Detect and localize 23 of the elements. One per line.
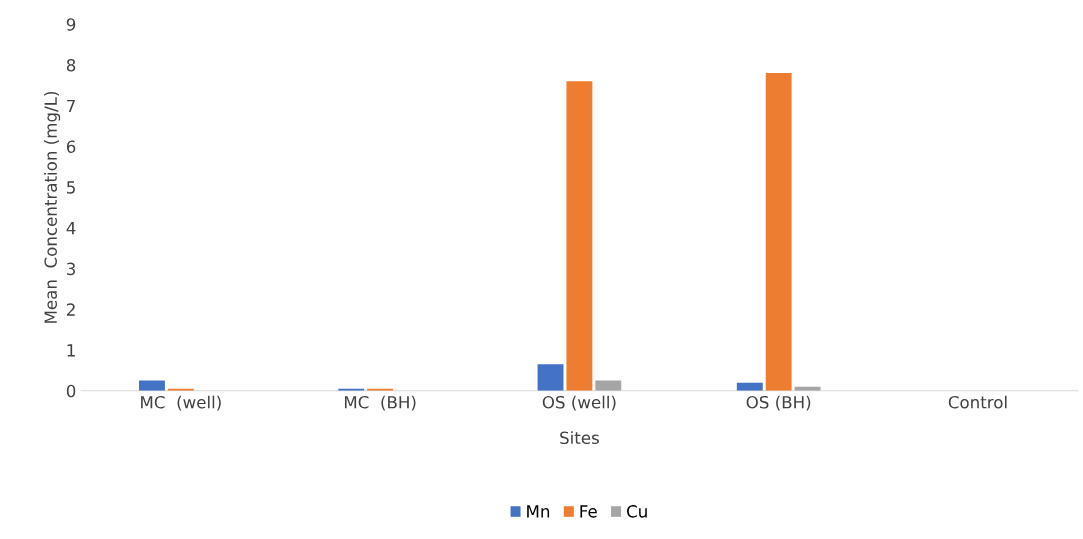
bar xyxy=(765,73,792,391)
y-tick-label: 2 xyxy=(66,303,75,316)
legend-label: Fe xyxy=(580,505,597,518)
y-tick-label: 5 xyxy=(67,181,75,194)
x-tick-label: MC (BH) xyxy=(344,395,416,411)
x-tick-label: OS (well) xyxy=(542,395,616,411)
x-tick-label: MC (well) xyxy=(141,395,221,411)
legend-label: Cu xyxy=(627,505,647,518)
x-tick-label: Control xyxy=(948,395,1007,409)
y-tick-label: 3 xyxy=(67,262,76,276)
bar xyxy=(537,364,564,391)
y-tick-label: 9 xyxy=(66,18,76,31)
x-axis-title: Sites xyxy=(560,431,599,445)
y-tick-label: 4 xyxy=(66,222,76,235)
bar xyxy=(566,81,593,391)
legend-label: Mn xyxy=(527,505,550,518)
x-tick-label: OS (BH) xyxy=(746,395,811,411)
y-tick-label: 6 xyxy=(66,140,76,153)
y-tick-label: 0 xyxy=(66,384,76,398)
y-axis-title: Mean Concentration (mg/L) xyxy=(44,91,61,323)
y-tick-label: 8 xyxy=(66,58,76,72)
y-tick-label: 7 xyxy=(67,99,75,113)
y-tick-label: 1 xyxy=(67,344,75,357)
